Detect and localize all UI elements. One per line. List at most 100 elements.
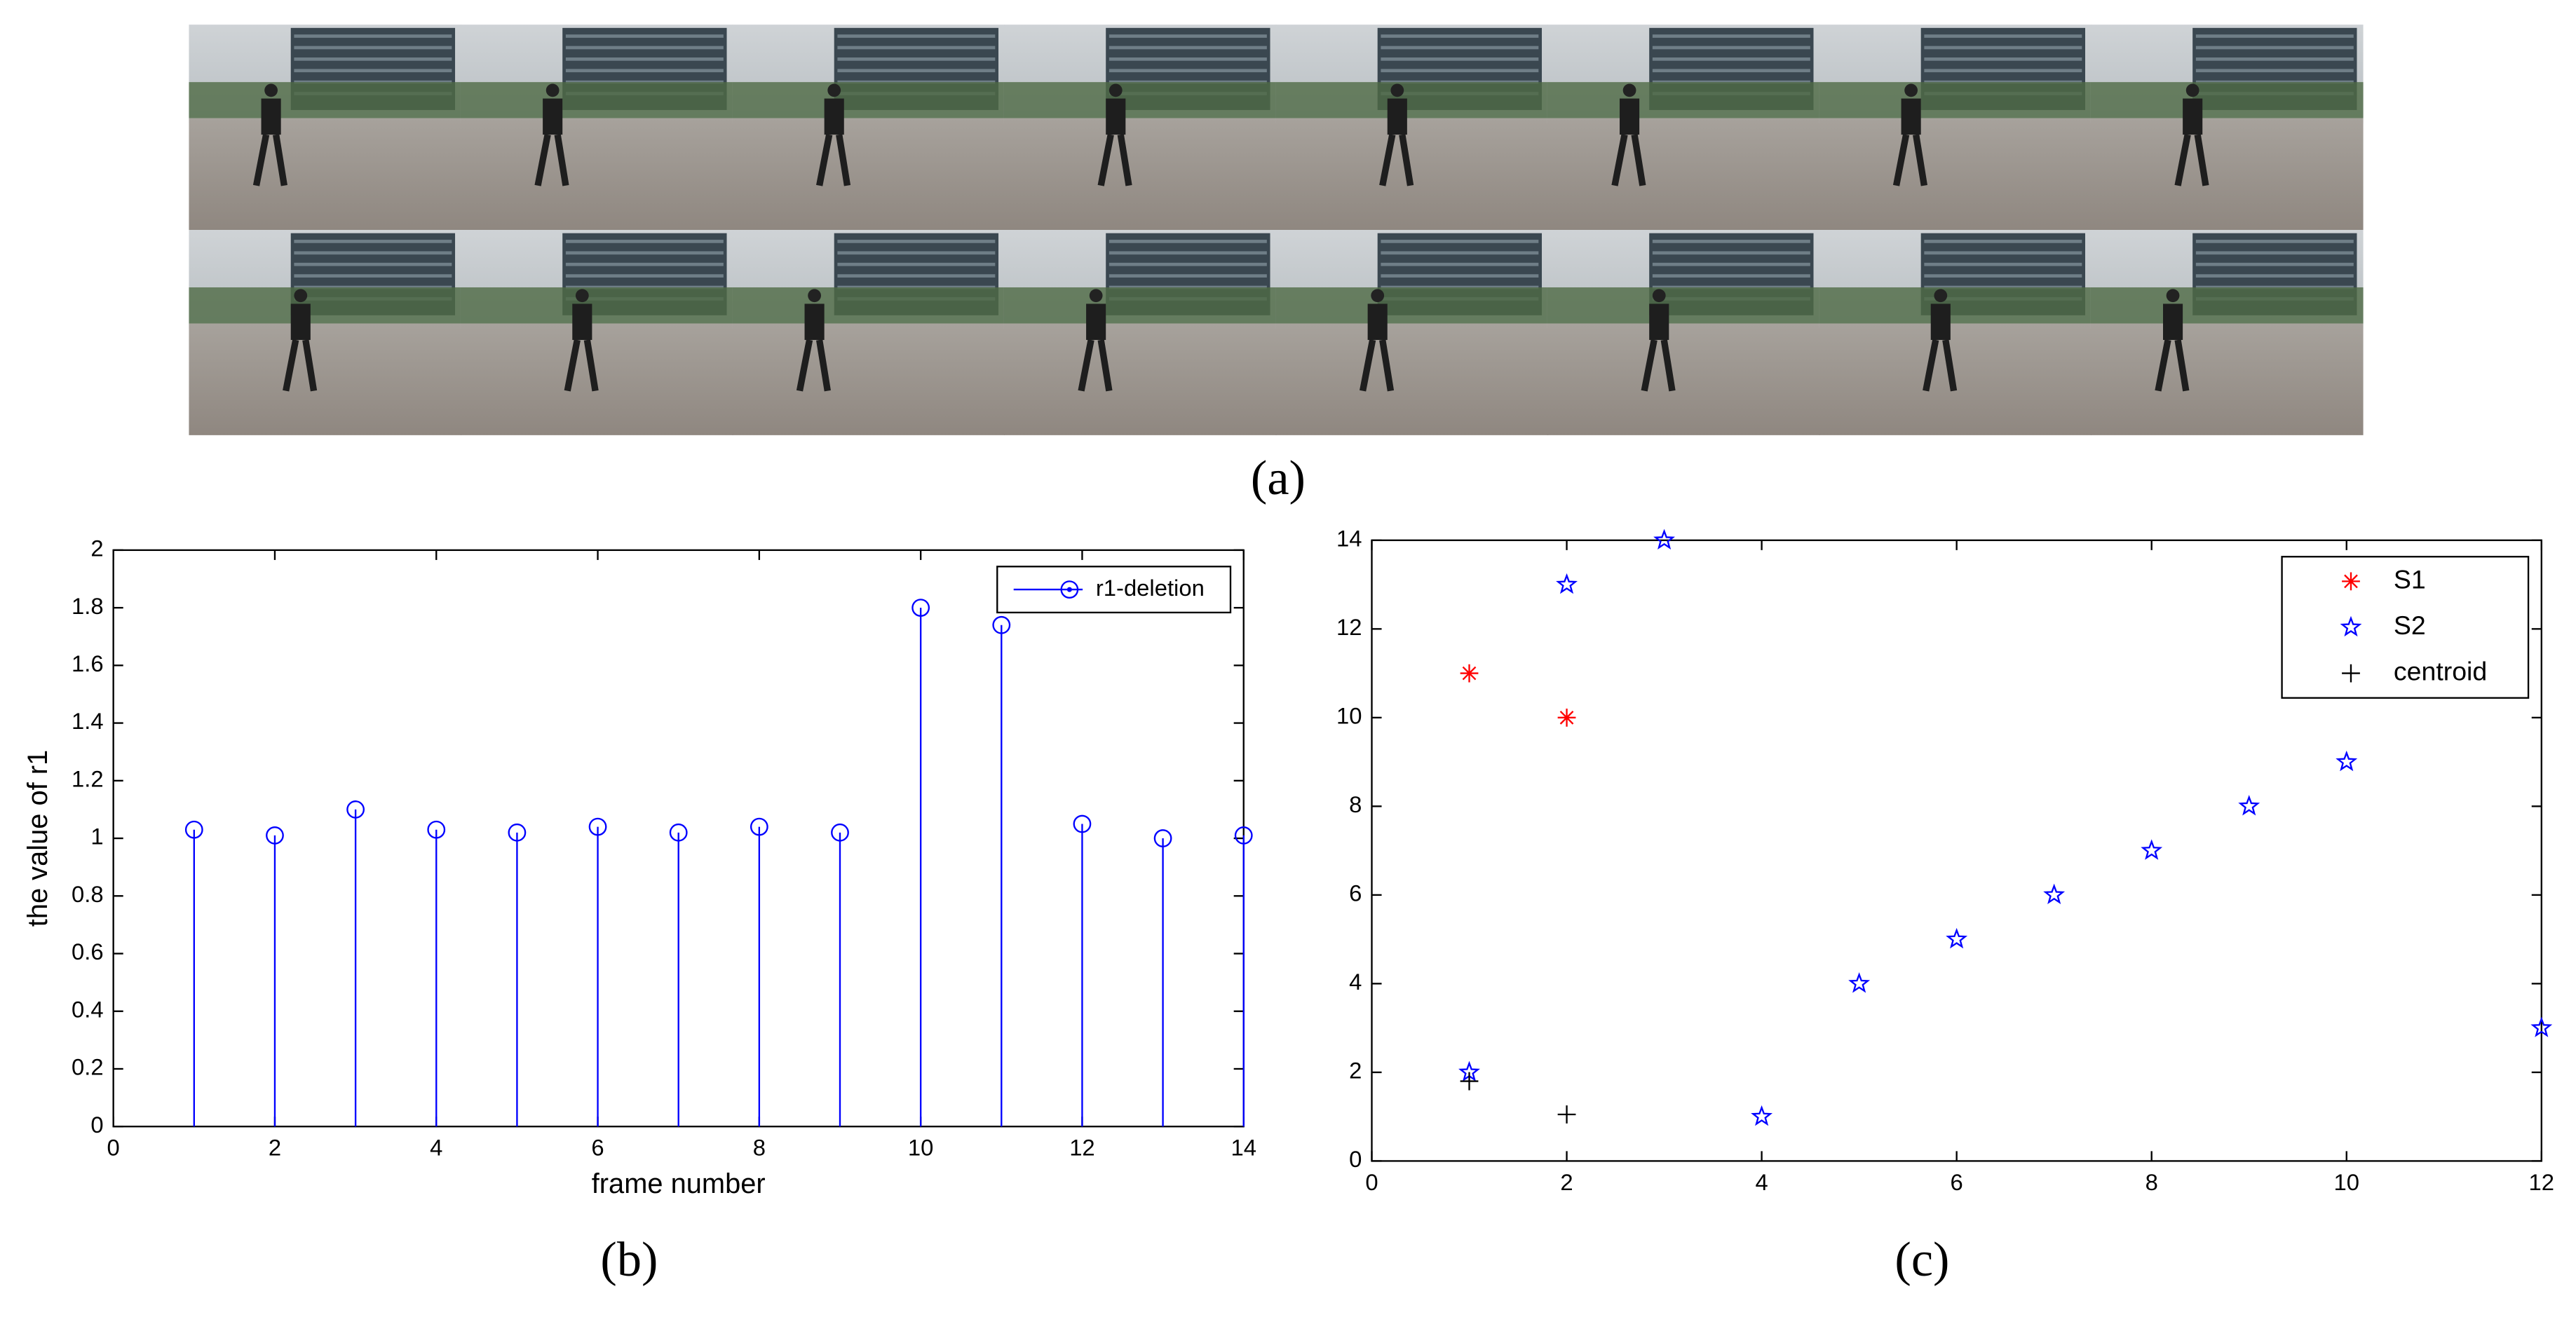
- window-row: [294, 46, 452, 50]
- marker: [2342, 572, 2360, 591]
- window-row: [1652, 57, 1810, 61]
- window-row: [1652, 274, 1810, 278]
- photo-frame: [1003, 230, 1277, 435]
- marker: [1946, 927, 1968, 949]
- window-row: [565, 57, 724, 61]
- y-tick-label: 1.6: [72, 650, 104, 676]
- marker: [1653, 528, 1676, 550]
- person-body: [543, 98, 563, 135]
- stem-head: [346, 800, 365, 819]
- person-body: [1649, 303, 1669, 340]
- y-tick-label: 0.4: [72, 996, 104, 1022]
- marker: [1460, 664, 1479, 683]
- stem-head: [992, 615, 1011, 634]
- caption: (b): [600, 1232, 658, 1287]
- ground: [1819, 118, 2092, 231]
- marker: [1557, 708, 1576, 727]
- ground: [732, 118, 1005, 231]
- person-body: [804, 303, 825, 340]
- trees: [2090, 287, 2364, 324]
- ground: [1547, 118, 1820, 231]
- window-row: [1109, 240, 1267, 243]
- y-tick-label: 0.6: [72, 939, 104, 964]
- photo-frame: [189, 25, 462, 231]
- window-row: [2195, 46, 2354, 50]
- photo-frame: [1819, 25, 2092, 231]
- trees: [1003, 82, 1277, 118]
- window-row: [2195, 69, 2354, 73]
- window-row: [1924, 240, 2082, 243]
- ground: [1003, 118, 1277, 231]
- person-head: [1904, 83, 1918, 97]
- window-row: [294, 274, 452, 278]
- window-row: [1381, 46, 1539, 50]
- marker: [2340, 615, 2362, 637]
- window-row: [1924, 69, 2082, 73]
- person-body: [2163, 303, 2183, 340]
- y-tick-label: 0: [90, 1112, 103, 1138]
- legend: r1-deletion: [996, 566, 1232, 614]
- x-tick-label: 10: [2334, 1169, 2359, 1195]
- photo-frame: [460, 230, 733, 435]
- window-row: [1109, 262, 1267, 266]
- x-tick-label: 8: [753, 1135, 766, 1161]
- y-tick-label: 1.4: [72, 708, 104, 734]
- photo-frame: [460, 25, 733, 231]
- x-tick-label: 2: [269, 1135, 281, 1161]
- person-head: [2166, 289, 2180, 303]
- person-body: [1930, 303, 1951, 340]
- trees: [732, 287, 1005, 324]
- person-legs: [2174, 134, 2209, 186]
- window-row: [837, 57, 996, 61]
- person-body: [261, 98, 281, 135]
- window-row: [1924, 34, 2082, 38]
- legend-label: S2: [2394, 610, 2426, 640]
- ground: [732, 323, 1005, 435]
- marker: [2342, 664, 2360, 683]
- photo-frame: [1275, 230, 1549, 435]
- marker: [1557, 1105, 1576, 1124]
- window-row: [294, 251, 452, 255]
- person-legs: [564, 339, 599, 392]
- person-head: [827, 83, 841, 97]
- y-tick-label: 0: [1349, 1146, 1362, 1172]
- window-row: [1924, 57, 2082, 61]
- window-row: [1381, 240, 1539, 243]
- photo-frame: [1003, 25, 1277, 231]
- window-row: [1381, 274, 1539, 278]
- stem-head: [427, 820, 446, 839]
- stem-head: [831, 823, 849, 842]
- window-row: [837, 240, 996, 243]
- stem-head: [1234, 826, 1253, 845]
- window-row: [1109, 46, 1267, 50]
- ground: [460, 118, 733, 231]
- y-tick-label: 12: [1336, 614, 1362, 640]
- window-row: [1109, 57, 1267, 61]
- legend-box: [2281, 556, 2530, 699]
- image-strip: [189, 25, 2364, 435]
- person-body: [1086, 303, 1106, 340]
- x-tick-label: 4: [1755, 1169, 1768, 1195]
- ground: [1275, 323, 1549, 435]
- trees: [460, 287, 733, 324]
- person-legs: [1379, 134, 1414, 186]
- marker: [1460, 1072, 1479, 1091]
- window-row: [294, 262, 452, 266]
- window-row: [1924, 274, 2082, 278]
- ground: [2090, 118, 2364, 231]
- stem-head: [1073, 814, 1092, 833]
- window-row: [294, 69, 452, 73]
- window-row: [1109, 274, 1267, 278]
- marker: [2336, 750, 2358, 772]
- trees: [1819, 82, 2092, 118]
- marker: [1848, 972, 1871, 993]
- y-tick-label: 4: [1349, 969, 1362, 995]
- person-body: [824, 98, 844, 135]
- window-row: [1652, 46, 1810, 50]
- person-head: [2185, 83, 2199, 97]
- legend-label: r1-deletion: [1096, 575, 1205, 601]
- person-head: [1390, 83, 1404, 97]
- y-tick-label: 1.2: [72, 765, 104, 791]
- y-tick-label: 14: [1336, 525, 1362, 551]
